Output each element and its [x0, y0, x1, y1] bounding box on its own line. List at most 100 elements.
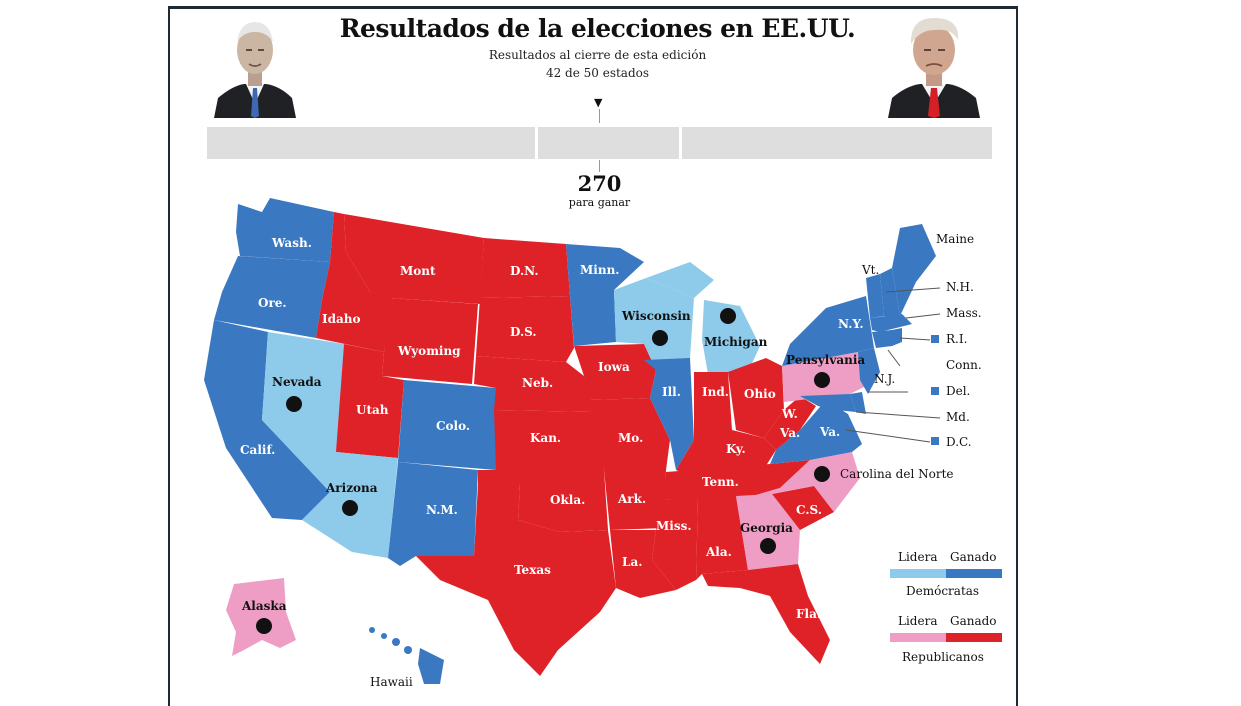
- legend: Lidera Ganado Demócratas Lidera Ganado R…: [890, 550, 1002, 664]
- state-colorado[interactable]: [398, 380, 496, 470]
- subtitle: Resultados al cierre de esta edición: [488, 48, 707, 62]
- label-arizona: Arizona: [325, 481, 378, 495]
- label-dc: D.C.: [946, 435, 972, 449]
- state-maine[interactable]: [892, 224, 936, 316]
- state-wyoming[interactable]: [382, 298, 478, 384]
- label-wash: Wash.: [271, 236, 312, 250]
- label-penn: Pensylvania: [786, 353, 865, 367]
- page-title: Resultados de la elecciones en EE.UU.: [339, 14, 856, 43]
- marker-nevada: [286, 396, 302, 412]
- state-utah[interactable]: [336, 344, 404, 458]
- state-nevada[interactable]: [262, 332, 344, 492]
- label-wv2: Va.: [779, 426, 800, 440]
- state-south-dakota[interactable]: [476, 296, 574, 362]
- marker-michigan: [720, 308, 736, 324]
- label-mo: Mo.: [618, 431, 643, 445]
- label-ohio: Ohio: [744, 387, 776, 401]
- state-missouri[interactable]: [588, 398, 670, 470]
- state-louisiana[interactable]: [610, 530, 676, 598]
- state-florida[interactable]: [702, 564, 830, 664]
- state-delaware[interactable]: [850, 392, 866, 414]
- state-minnesota[interactable]: [566, 244, 644, 346]
- label-ds: D.S.: [510, 325, 537, 339]
- label-ark: Ark.: [617, 492, 646, 506]
- state-illinois[interactable]: [644, 358, 694, 470]
- legend-swatch-rep-won: [946, 633, 1002, 642]
- legend-rep-lead: Lidera: [898, 614, 937, 628]
- state-alabama[interactable]: [696, 496, 748, 580]
- legend-swatch-dem-lead: [890, 569, 946, 578]
- state-connecticut[interactable]: [872, 330, 892, 348]
- label-wv: W.: [781, 407, 798, 421]
- state-washington[interactable]: [236, 198, 334, 262]
- state-new-jersey[interactable]: [858, 348, 880, 394]
- state-ohio[interactable]: [728, 358, 784, 438]
- legend-dem-lead: Lidera: [898, 550, 937, 564]
- northeast-leader-lines: [845, 287, 941, 443]
- state-mississippi[interactable]: [652, 498, 698, 590]
- legend-dem-won: Ganado: [950, 550, 997, 564]
- state-california[interactable]: [204, 320, 330, 520]
- label-idaho: Idaho: [322, 312, 361, 326]
- state-alaska[interactable]: [226, 578, 296, 656]
- state-new-mexico[interactable]: [388, 462, 478, 566]
- state-idaho[interactable]: [316, 212, 392, 352]
- state-kentucky[interactable]: [676, 430, 776, 476]
- label-ala: Ala.: [705, 545, 732, 559]
- marker-alaska: [256, 618, 272, 634]
- label-mont: Mont: [400, 264, 436, 278]
- state-south-carolina[interactable]: [772, 486, 834, 530]
- state-hawaii[interactable]: [369, 627, 444, 684]
- state-new-york[interactable]: [782, 296, 874, 366]
- marker-north-carolina: [814, 466, 830, 482]
- state-montana[interactable]: [344, 214, 484, 304]
- state-tennessee[interactable]: [664, 460, 810, 500]
- label-ri: R.I.: [946, 332, 967, 346]
- state-indiana[interactable]: [694, 372, 732, 446]
- state-texas[interactable]: [416, 484, 616, 676]
- threshold-tick: [599, 160, 600, 172]
- label-maine: Maine: [936, 232, 974, 246]
- state-north-dakota[interactable]: [480, 238, 570, 298]
- label-nj: N.J.: [874, 372, 895, 386]
- state-georgia[interactable]: [736, 494, 800, 570]
- label-alaska: Alaska: [241, 599, 287, 613]
- label-vt: Vt.: [861, 263, 879, 277]
- label-nm: N.M.: [426, 503, 458, 517]
- label-wisconsin: Wisconsin: [621, 309, 691, 323]
- state-iowa[interactable]: [574, 344, 656, 400]
- state-oregon[interactable]: [214, 256, 330, 338]
- label-ill: Ill.: [662, 385, 681, 399]
- state-massachusetts[interactable]: [870, 314, 912, 332]
- state-rhode-island[interactable]: [892, 328, 902, 346]
- label-ind: Ind.: [702, 385, 729, 399]
- legend-swatch-rep-lead: [890, 633, 946, 642]
- label-md: Md.: [946, 410, 970, 424]
- label-dn: D.N.: [510, 264, 539, 278]
- label-la: La.: [622, 555, 642, 569]
- label-sc: C.S.: [796, 503, 822, 517]
- label-nc: Carolina del Norte: [840, 467, 954, 481]
- label-georgia: Georgia: [740, 521, 793, 535]
- label-fla: Fla.: [796, 607, 821, 621]
- label-wyoming: Wyoming: [397, 344, 461, 358]
- state-arkansas[interactable]: [604, 470, 666, 530]
- state-michigan-upper[interactable]: [646, 262, 714, 298]
- state-nebraska[interactable]: [474, 356, 594, 412]
- state-north-carolina[interactable]: [746, 452, 860, 512]
- label-utah: Utah: [356, 403, 389, 417]
- state-virginia[interactable]: [770, 400, 862, 464]
- label-conn: Conn.: [946, 358, 982, 372]
- graphic-frame: [168, 6, 1018, 706]
- state-oklahoma[interactable]: [478, 470, 608, 532]
- state-vermont[interactable]: [866, 274, 884, 318]
- state-west-virginia[interactable]: [764, 396, 816, 450]
- marker-arizona: [342, 500, 358, 516]
- state-michigan[interactable]: [702, 300, 760, 374]
- state-maryland[interactable]: [800, 394, 856, 412]
- label-michigan: Michigan: [704, 335, 768, 349]
- state-wisconsin[interactable]: [614, 278, 694, 370]
- state-kansas[interactable]: [494, 410, 604, 470]
- label-nevada: Nevada: [272, 375, 322, 389]
- label-miss: Miss.: [656, 519, 692, 533]
